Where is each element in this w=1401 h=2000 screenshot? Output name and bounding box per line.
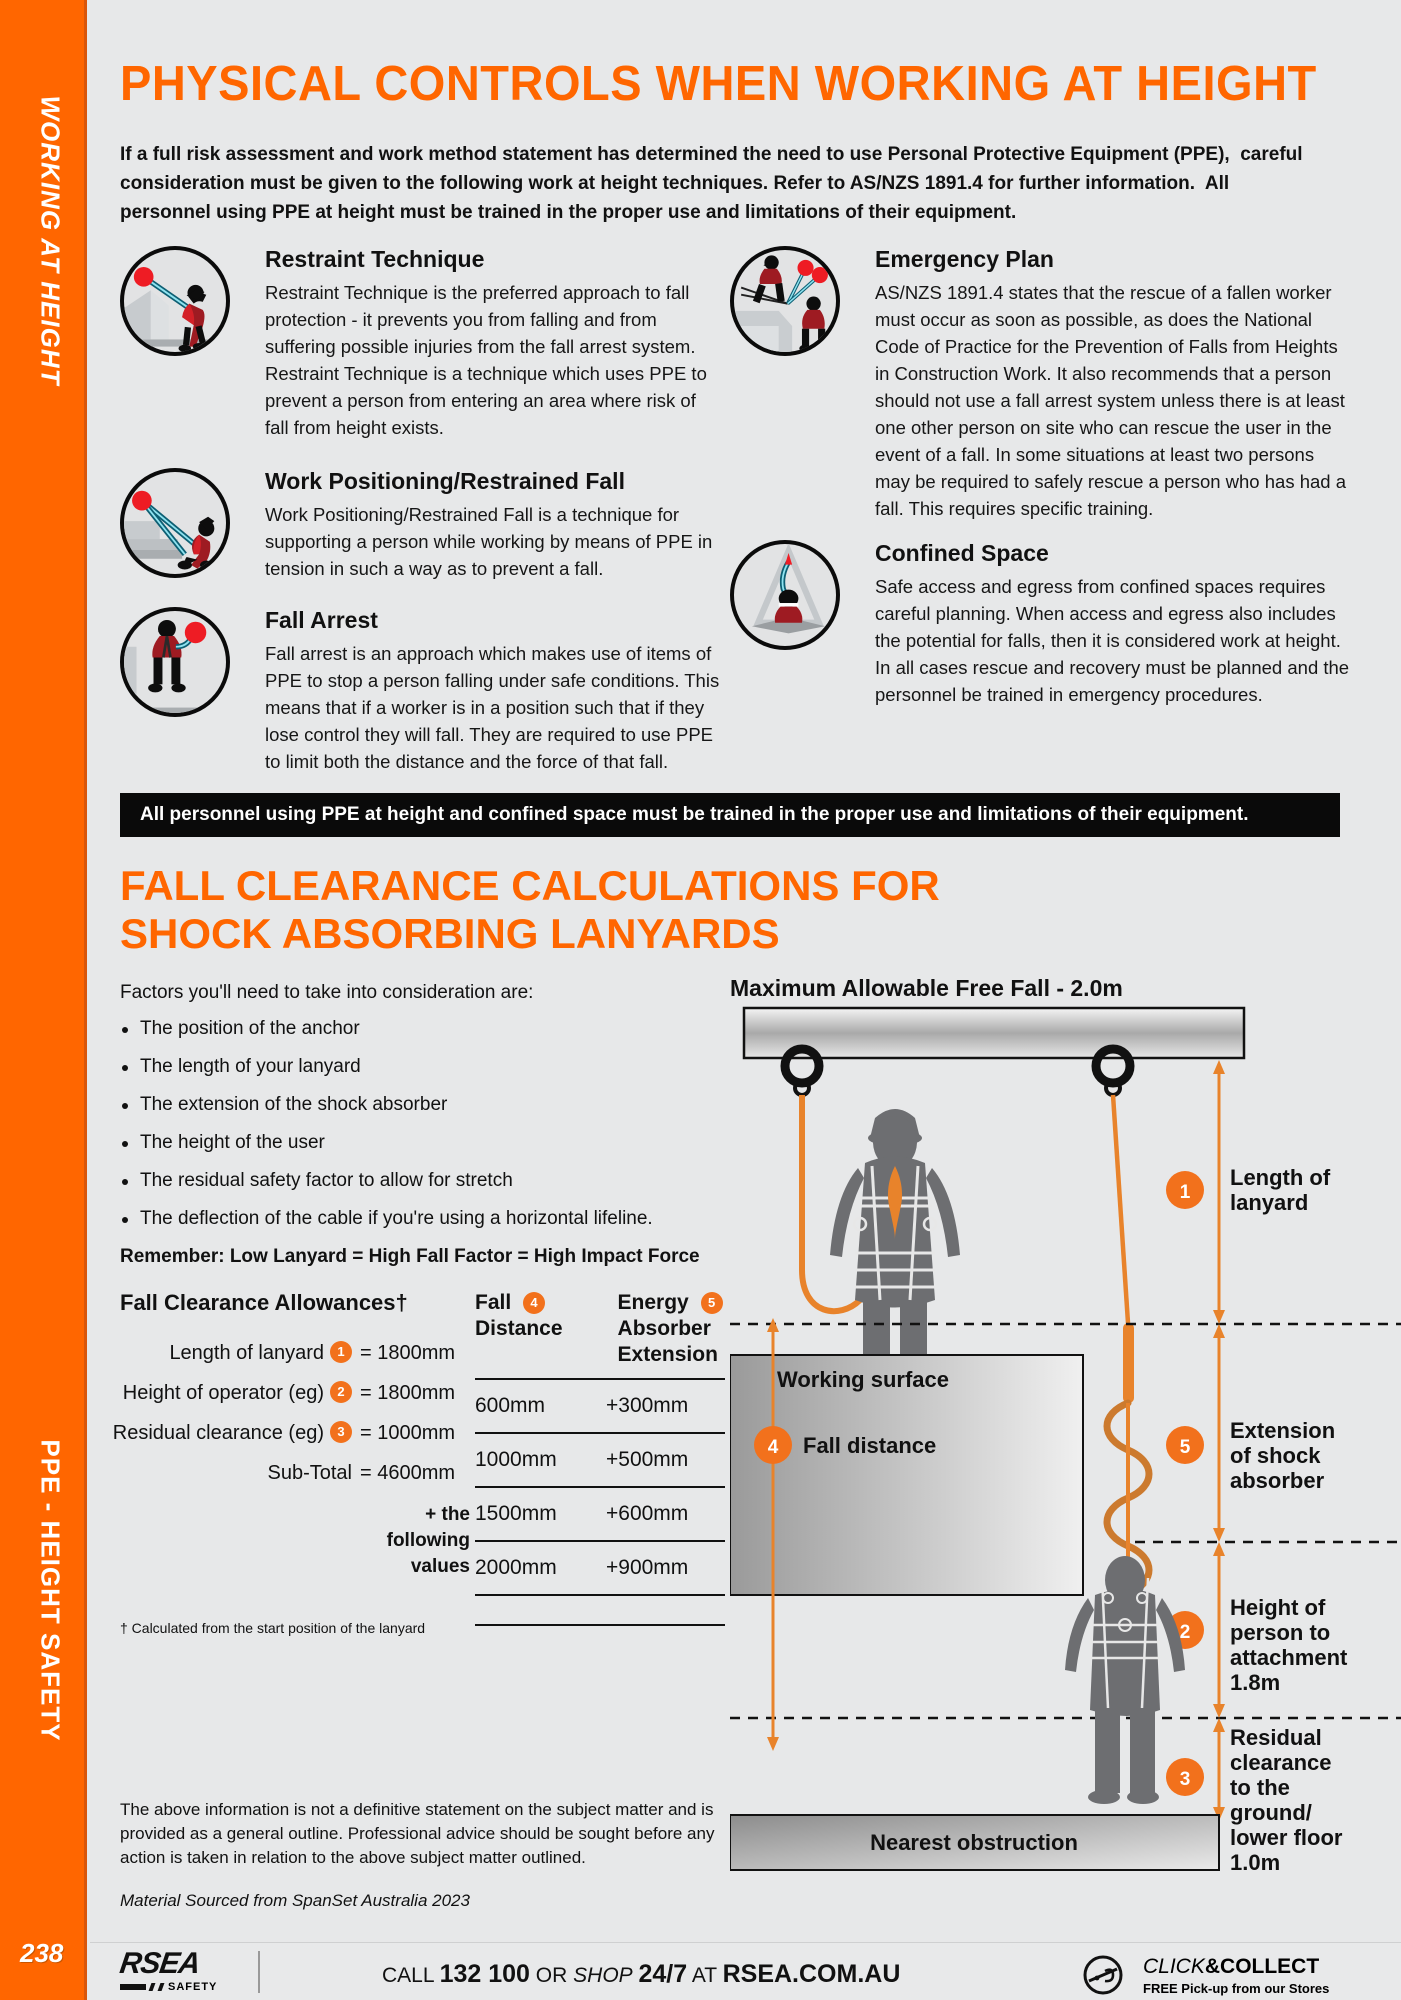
svg-text:absorber: absorber xyxy=(1230,1468,1325,1493)
svg-text:Extension: Extension xyxy=(1230,1418,1335,1443)
svg-text:ground/: ground/ xyxy=(1230,1800,1312,1825)
svg-text:clearance: clearance xyxy=(1230,1750,1332,1775)
svg-text:Working surface: Working surface xyxy=(777,1367,949,1392)
svg-text:Residual: Residual xyxy=(1230,1725,1322,1750)
svg-text:1.8m: 1.8m xyxy=(1230,1670,1280,1695)
svg-text:Fall distance: Fall distance xyxy=(803,1433,936,1458)
svg-text:person to: person to xyxy=(1230,1620,1330,1645)
svg-text:to the: to the xyxy=(1230,1775,1290,1800)
svg-text:4: 4 xyxy=(768,1437,779,1458)
svg-text:Length of: Length of xyxy=(1230,1165,1331,1190)
svg-text:1: 1 xyxy=(1180,1182,1191,1203)
svg-text:Nearest obstruction: Nearest obstruction xyxy=(870,1830,1078,1855)
svg-text:Height of: Height of xyxy=(1230,1595,1326,1620)
svg-text:lanyard: lanyard xyxy=(1230,1190,1308,1215)
svg-text:5: 5 xyxy=(1180,1437,1191,1458)
svg-text:3: 3 xyxy=(1180,1769,1191,1790)
svg-text:of shock: of shock xyxy=(1230,1443,1321,1468)
svg-text:attachment: attachment xyxy=(1230,1645,1348,1670)
svg-text:1.0m: 1.0m xyxy=(1230,1850,1280,1875)
svg-text:2: 2 xyxy=(1180,1622,1191,1643)
svg-text:lower floor: lower floor xyxy=(1230,1825,1343,1850)
